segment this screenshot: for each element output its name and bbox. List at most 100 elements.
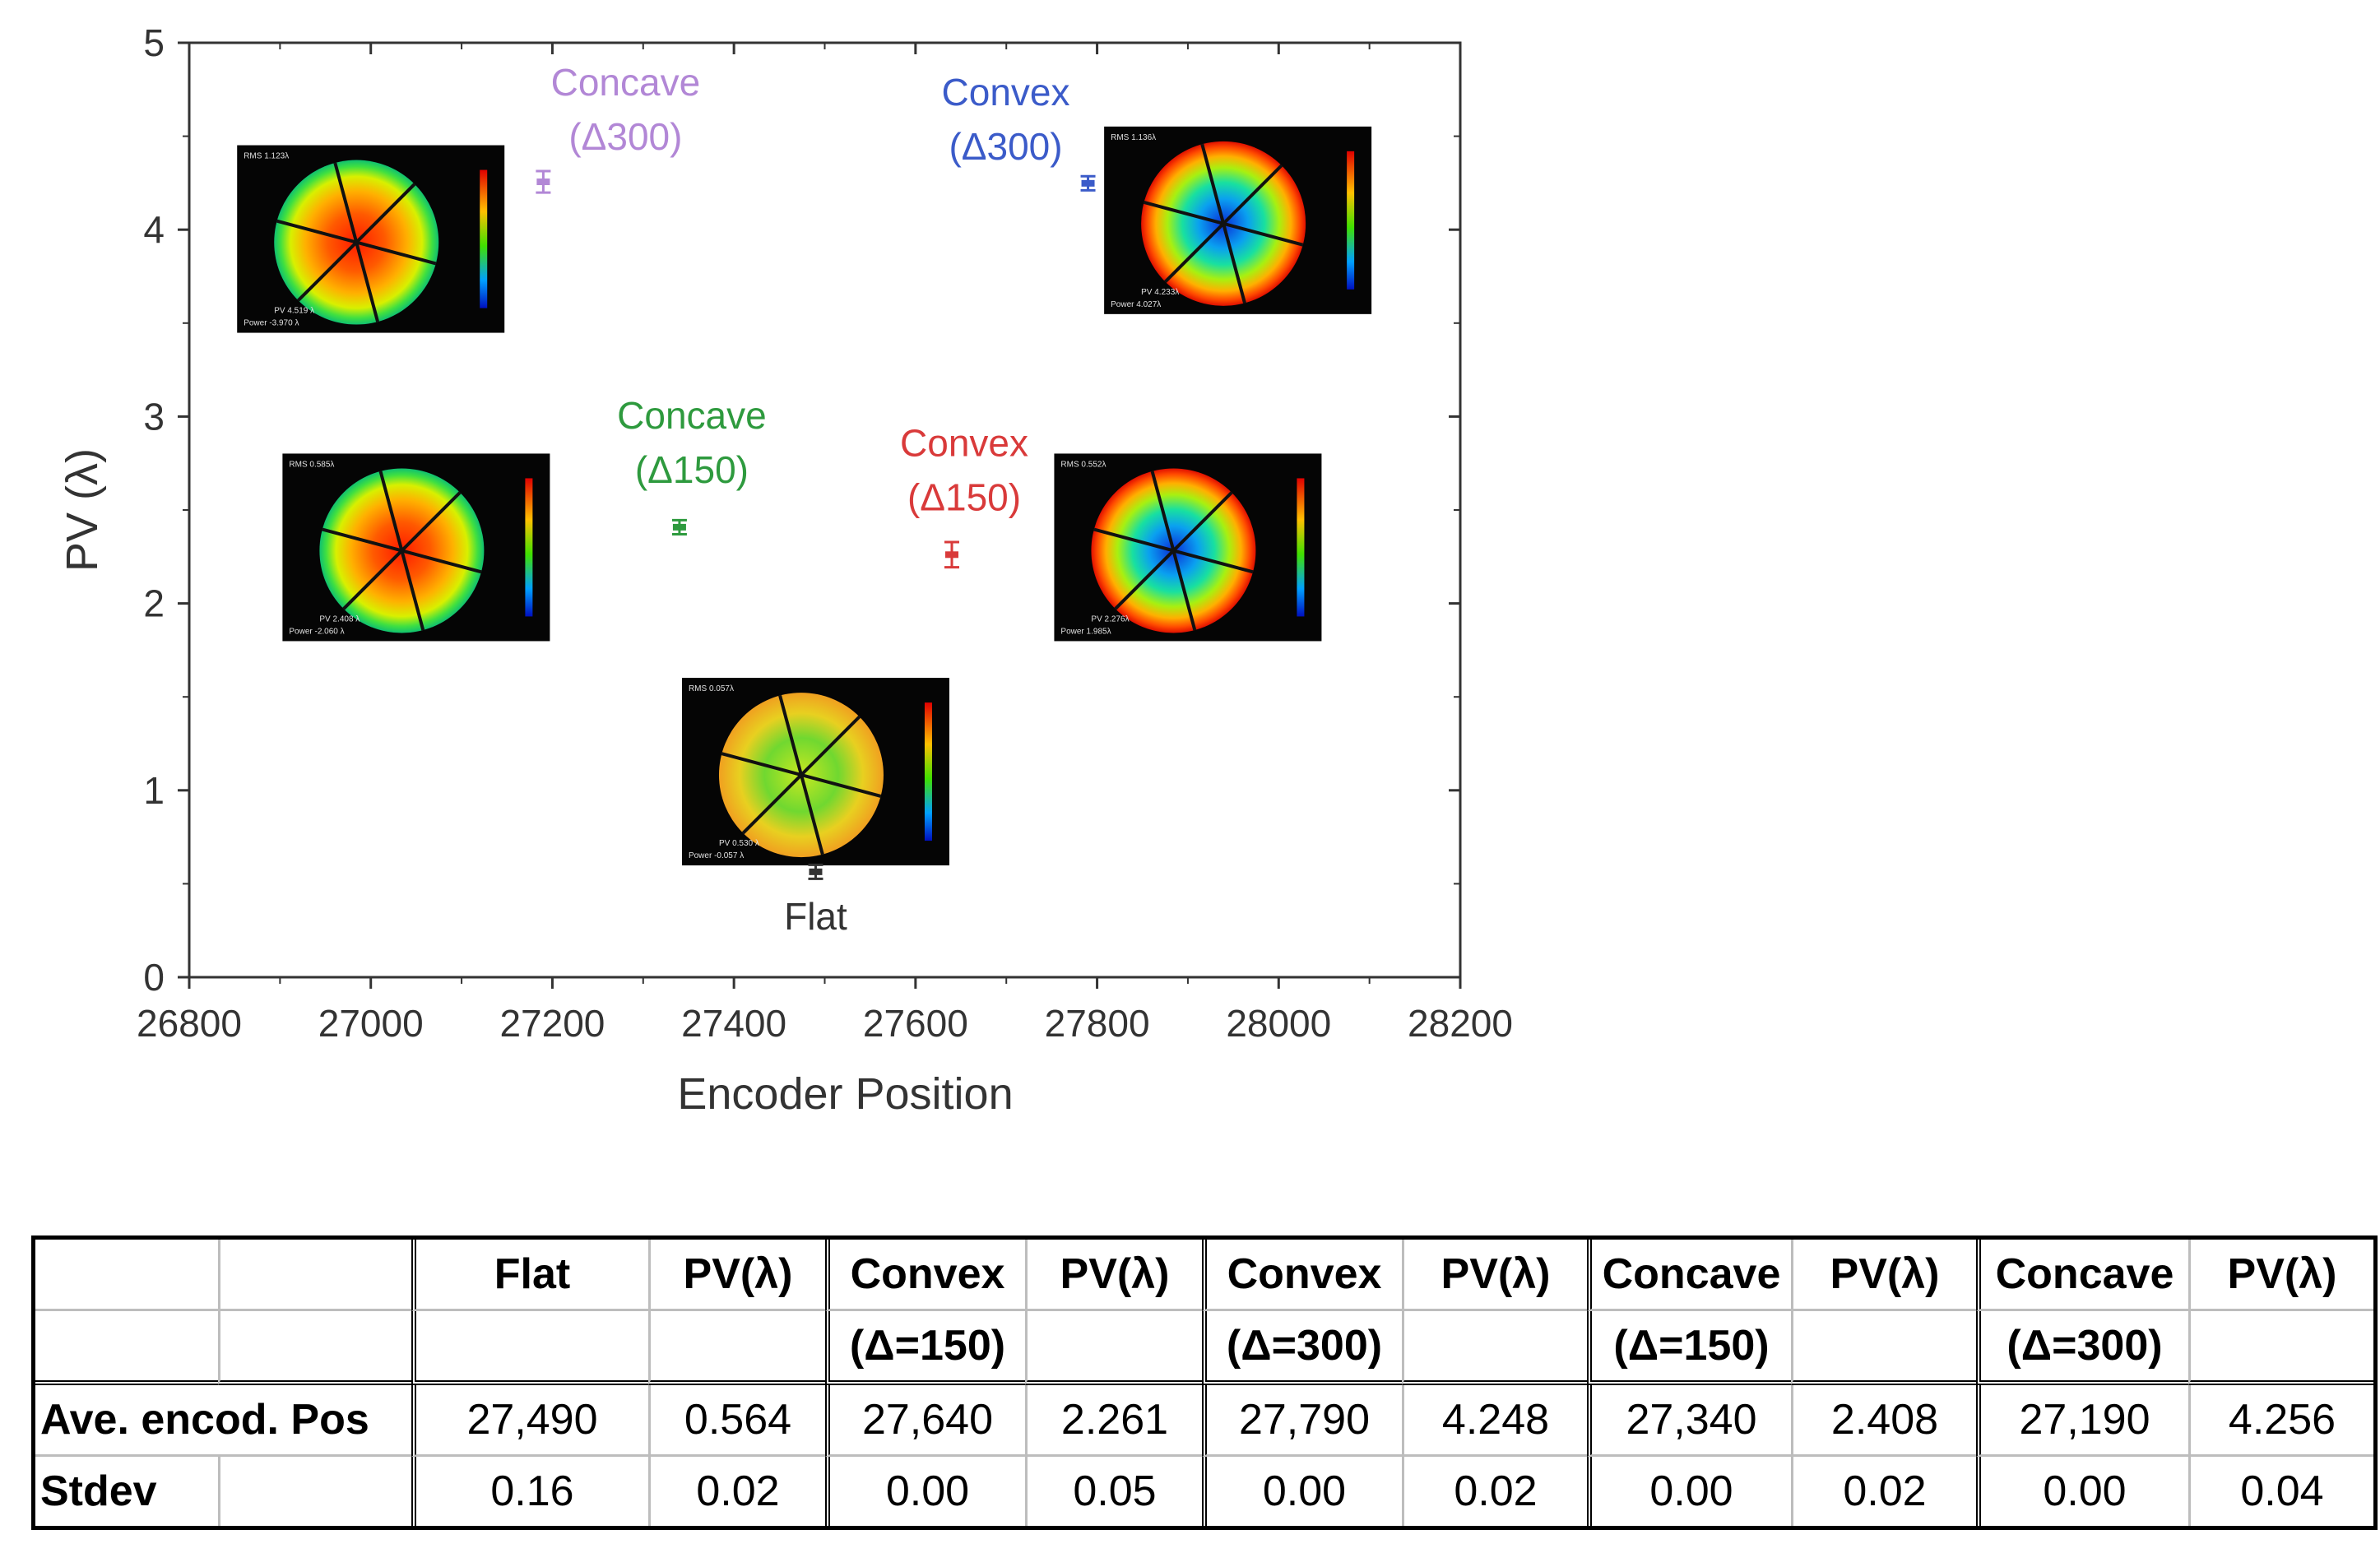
summary-table-container: Flat PV(λ) Convex PV(λ) Convex PV(λ) Con…	[31, 1235, 2378, 1530]
row-label: Stdev	[40, 1467, 157, 1515]
table-header-row-2: (Δ=150) (Δ=300) (Δ=150) (Δ=300)	[35, 1311, 2373, 1385]
series-label: (Δ150)	[907, 475, 1021, 518]
table-row: Stdev 0.16 0.02 0.00 0.05 0.00 0.02 0.00…	[35, 1457, 2373, 1526]
data-marker	[672, 523, 686, 531]
color-scale-bar	[525, 478, 533, 617]
y-tick-label: 0	[143, 956, 165, 999]
series-label: Convex	[900, 421, 1028, 464]
inset-rms-text: RMS 0.057λ	[689, 684, 734, 693]
data-point-1	[944, 540, 959, 569]
table-cell: 0.16	[411, 1457, 648, 1526]
header-cell: (Δ=300)	[1976, 1311, 2188, 1385]
table-header-row-1: Flat PV(λ) Convex PV(λ) Convex PV(λ) Con…	[35, 1240, 2373, 1311]
color-scale-bar	[924, 702, 932, 841]
disk-section-line	[1164, 164, 1283, 283]
row-label: Ave. encod. Pos	[35, 1385, 411, 1457]
table-cell: 27,490	[411, 1385, 648, 1457]
interferogram-inset: RMS 1.136λ PV 4.233λ Power 4.027λ	[1104, 126, 1372, 314]
inset-pv-text: PV 0.530 λ	[719, 839, 759, 848]
y-tick-label: 5	[143, 21, 165, 64]
header-cell	[1402, 1311, 1587, 1385]
table-cell: 0.00	[1976, 1457, 2188, 1526]
data-marker	[1081, 179, 1095, 187]
header-cell: PV(λ)	[1791, 1240, 1976, 1311]
row-label-spacer	[218, 1457, 411, 1526]
x-tick-label: 26800	[137, 1002, 242, 1045]
header-cell: PV(λ)	[1025, 1240, 1202, 1311]
x-axis-title: Encoder Position	[677, 1069, 1013, 1119]
interferogram-inset: RMS 0.552λ PV 2.276λ Power 1.985λ	[1054, 453, 1322, 642]
disk-section-line	[342, 491, 462, 610]
table-cell: 0.00	[1202, 1457, 1402, 1526]
disk-section-line	[1114, 491, 1233, 610]
header-cell	[218, 1311, 411, 1385]
header-cell: PV(λ)	[1402, 1240, 1587, 1311]
table-cell: 0.05	[1025, 1457, 1202, 1526]
series-label: Flat	[784, 895, 847, 938]
data-point-3	[671, 518, 687, 535]
data-marker	[536, 178, 550, 186]
header-cell: Convex	[1202, 1240, 1402, 1311]
header-cell	[218, 1240, 411, 1311]
inset-power-text: Power 4.027λ	[1111, 300, 1161, 309]
header-cell	[35, 1240, 218, 1311]
inset-pv-text: PV 4.233λ	[1141, 288, 1179, 297]
table-cell: 2.261	[1025, 1385, 1202, 1457]
series-label: Concave	[551, 61, 701, 104]
y-tick-label: 3	[143, 395, 165, 438]
table-cell: 27,790	[1202, 1385, 1402, 1457]
header-cell: (Δ=150)	[825, 1311, 1025, 1385]
header-cell: PV(λ)	[648, 1240, 825, 1311]
x-tick-label: 27800	[1045, 1002, 1150, 1045]
x-tick-label: 27600	[863, 1002, 968, 1045]
table-row: Ave. encod. Pos 27,490 0.564 27,640 2.26…	[35, 1385, 2373, 1457]
inset-power-text: Power -0.057 λ	[689, 851, 744, 860]
table-cell: 0.02	[1791, 1457, 1976, 1526]
color-scale-bar	[1297, 478, 1305, 617]
interferogram-inset: RMS 1.123λ PV 4.519 λ Power -3.970 λ	[237, 145, 505, 333]
header-cell: Convex	[825, 1240, 1025, 1311]
x-tick-label: 27400	[681, 1002, 786, 1045]
disk-section-line	[297, 183, 416, 302]
header-cell	[648, 1311, 825, 1385]
table-cell: 0.02	[1402, 1457, 1587, 1526]
inset-rms-text: RMS 0.552λ	[1060, 460, 1106, 469]
header-cell: Flat	[411, 1240, 648, 1311]
y-axis-title: PV (λ)	[58, 448, 107, 572]
color-scale-bar	[1347, 151, 1355, 290]
inset-pv-text: PV 4.519 λ	[274, 307, 314, 316]
data-marker	[809, 868, 823, 875]
table-cell: 27,640	[825, 1385, 1025, 1457]
x-tick-label: 27000	[318, 1002, 424, 1045]
data-point-4	[536, 169, 551, 194]
table-cell: 0.00	[1587, 1457, 1791, 1526]
table-cell: 27,190	[1976, 1385, 2188, 1457]
table-cell: 4.256	[2188, 1385, 2373, 1457]
x-tick-label: 28200	[1408, 1002, 1513, 1045]
color-scale-bar	[480, 169, 488, 308]
interferogram-inset: RMS 0.057λ PV 0.530 λ Power -0.057 λ	[681, 678, 949, 866]
inset-power-text: Power -2.060 λ	[289, 627, 344, 636]
header-cell	[2188, 1311, 2373, 1385]
inset-rms-text: RMS 1.136λ	[1111, 133, 1156, 142]
inset-rms-text: RMS 0.585λ	[289, 460, 334, 469]
data-point-2	[1080, 174, 1096, 192]
inset-power-text: Power -3.970 λ	[244, 319, 299, 328]
data-marker	[945, 551, 958, 559]
table-cell: 27,340	[1587, 1385, 1791, 1457]
summary-table: Flat PV(λ) Convex PV(λ) Convex PV(λ) Con…	[31, 1235, 2378, 1530]
y-tick-label: 1	[143, 769, 165, 812]
disk-section-line	[741, 715, 861, 835]
header-cell	[1025, 1311, 1202, 1385]
header-cell: Concave	[1587, 1240, 1791, 1311]
x-tick-label: 28000	[1226, 1002, 1331, 1045]
interferogram-inset: RMS 0.585λ PV 2.408 λ Power -2.060 λ	[282, 453, 550, 642]
table-cell: 0.04	[2188, 1457, 2373, 1526]
y-tick-label: 4	[143, 208, 165, 251]
series-label: Concave	[617, 394, 767, 437]
series-label: Convex	[942, 71, 1070, 114]
inset-pv-text: PV 2.408 λ	[319, 614, 360, 624]
table-cell: 0.564	[648, 1385, 825, 1457]
header-cell: (Δ=300)	[1202, 1311, 1402, 1385]
